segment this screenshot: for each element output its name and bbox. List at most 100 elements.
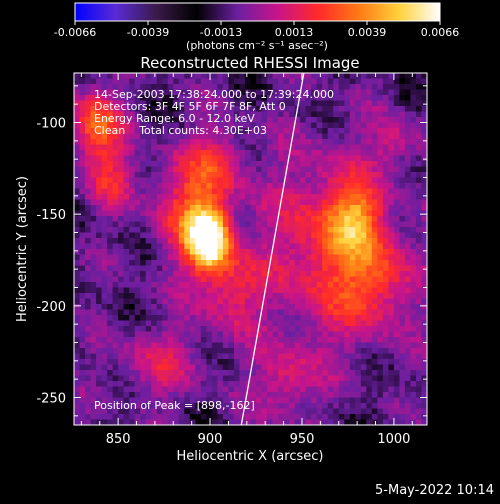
heatmap-cell <box>404 232 412 239</box>
heatmap-cell <box>79 194 86 201</box>
heatmap-cell <box>272 370 279 377</box>
heatmap-cell <box>233 183 241 190</box>
heatmap-cell <box>294 194 301 201</box>
heatmap-cell <box>74 243 81 250</box>
heatmap-cell <box>96 73 103 80</box>
heatmap-cell <box>222 320 230 327</box>
heatmap-cell <box>96 128 103 135</box>
heatmap-cell <box>140 155 147 162</box>
heatmap-cell <box>289 172 296 179</box>
heatmap-cell <box>366 320 373 327</box>
heatmap-cell <box>371 364 378 371</box>
heatmap-cell <box>261 238 268 245</box>
heatmap-cell <box>129 210 136 217</box>
heatmap-cell <box>305 188 312 195</box>
heatmap-cell <box>294 386 301 393</box>
heatmap-cell <box>300 254 307 261</box>
heatmap-cell <box>211 73 219 80</box>
heatmap-cell <box>399 298 406 305</box>
heatmap-cell <box>399 111 406 118</box>
heatmap-cell <box>156 315 163 322</box>
heatmap-cell <box>333 348 340 355</box>
heatmap-cell <box>410 392 417 399</box>
heatmap-cell <box>283 265 290 272</box>
heatmap-cell <box>228 205 235 212</box>
heatmap-cell <box>404 271 412 278</box>
heatmap-cell <box>140 342 147 349</box>
heatmap-cell <box>228 84 235 91</box>
heatmap-cell <box>206 370 213 377</box>
heatmap-cell <box>184 183 191 190</box>
heatmap-cell <box>222 122 230 129</box>
heatmap-cell <box>151 359 158 366</box>
heatmap-cell <box>366 106 373 113</box>
heatmap-cell <box>112 238 119 245</box>
heatmap-cell <box>393 199 401 206</box>
heatmap-cell <box>267 238 274 245</box>
heatmap-cell <box>184 249 191 256</box>
heatmap-cell <box>151 342 158 349</box>
heatmap-cell <box>151 227 158 234</box>
heatmap-cell <box>217 331 224 338</box>
heatmap-cell <box>244 133 252 140</box>
heatmap-cell <box>382 139 389 146</box>
heatmap-cell <box>333 221 340 228</box>
heatmap-cell <box>156 353 163 360</box>
heatmap-cell <box>410 205 417 212</box>
heatmap-cell <box>327 315 334 322</box>
heatmap-cell <box>327 78 334 85</box>
heatmap-cell <box>156 144 163 151</box>
heatmap-cell <box>360 73 367 80</box>
heatmap-cell <box>393 177 401 184</box>
heatmap-cell <box>90 320 97 327</box>
heatmap-cell <box>404 315 412 322</box>
colorbar-tick-label: 0.0039 <box>348 26 387 39</box>
heatmap-cell <box>195 353 202 360</box>
heatmap-cell <box>129 133 136 140</box>
heatmap-cell <box>316 298 323 305</box>
heatmap-cell <box>256 287 263 294</box>
heatmap-cell <box>189 216 196 223</box>
heatmap-cell <box>399 342 406 349</box>
heatmap-cell <box>316 117 323 124</box>
heatmap-cell <box>382 84 389 91</box>
heatmap-cell <box>123 265 130 272</box>
heatmap-cell <box>360 106 367 113</box>
heatmap-cell <box>421 221 427 228</box>
heatmap-cell <box>118 309 125 316</box>
heatmap-cell <box>118 414 125 421</box>
heatmap-cell <box>239 89 246 96</box>
heatmap-cell <box>404 139 412 146</box>
heatmap-cell <box>206 100 213 107</box>
heatmap-cell <box>283 370 290 377</box>
heatmap-cell <box>118 419 125 425</box>
heatmap-cell <box>228 172 235 179</box>
heatmap-cell <box>123 254 130 261</box>
heatmap-cell <box>184 243 191 250</box>
y-tick-label: -150 <box>36 208 66 223</box>
heatmap-cell <box>206 188 213 195</box>
heatmap-cell <box>233 221 241 228</box>
heatmap-cell <box>316 128 323 135</box>
heatmap-cell <box>206 183 213 190</box>
heatmap-cell <box>140 320 147 327</box>
heatmap-cell <box>233 353 241 360</box>
heatmap-cell <box>244 73 252 80</box>
heatmap-cell <box>195 414 202 421</box>
heatmap-cell <box>421 375 427 382</box>
heatmap-cell <box>79 392 86 399</box>
heatmap-cell <box>156 100 163 107</box>
heatmap-cell <box>145 161 152 168</box>
heatmap-cell <box>278 287 285 294</box>
heatmap-cell <box>90 375 97 382</box>
heatmap-cell <box>90 359 97 366</box>
heatmap-cell <box>151 397 158 404</box>
heatmap-cell <box>261 386 268 393</box>
heatmap-cell <box>244 117 252 124</box>
heatmap-cell <box>371 249 378 256</box>
heatmap-cell <box>322 216 329 223</box>
heatmap-cell <box>145 298 152 305</box>
heatmap-cell <box>399 155 406 162</box>
heatmap-cell <box>415 84 423 91</box>
heatmap-cell <box>300 414 307 421</box>
